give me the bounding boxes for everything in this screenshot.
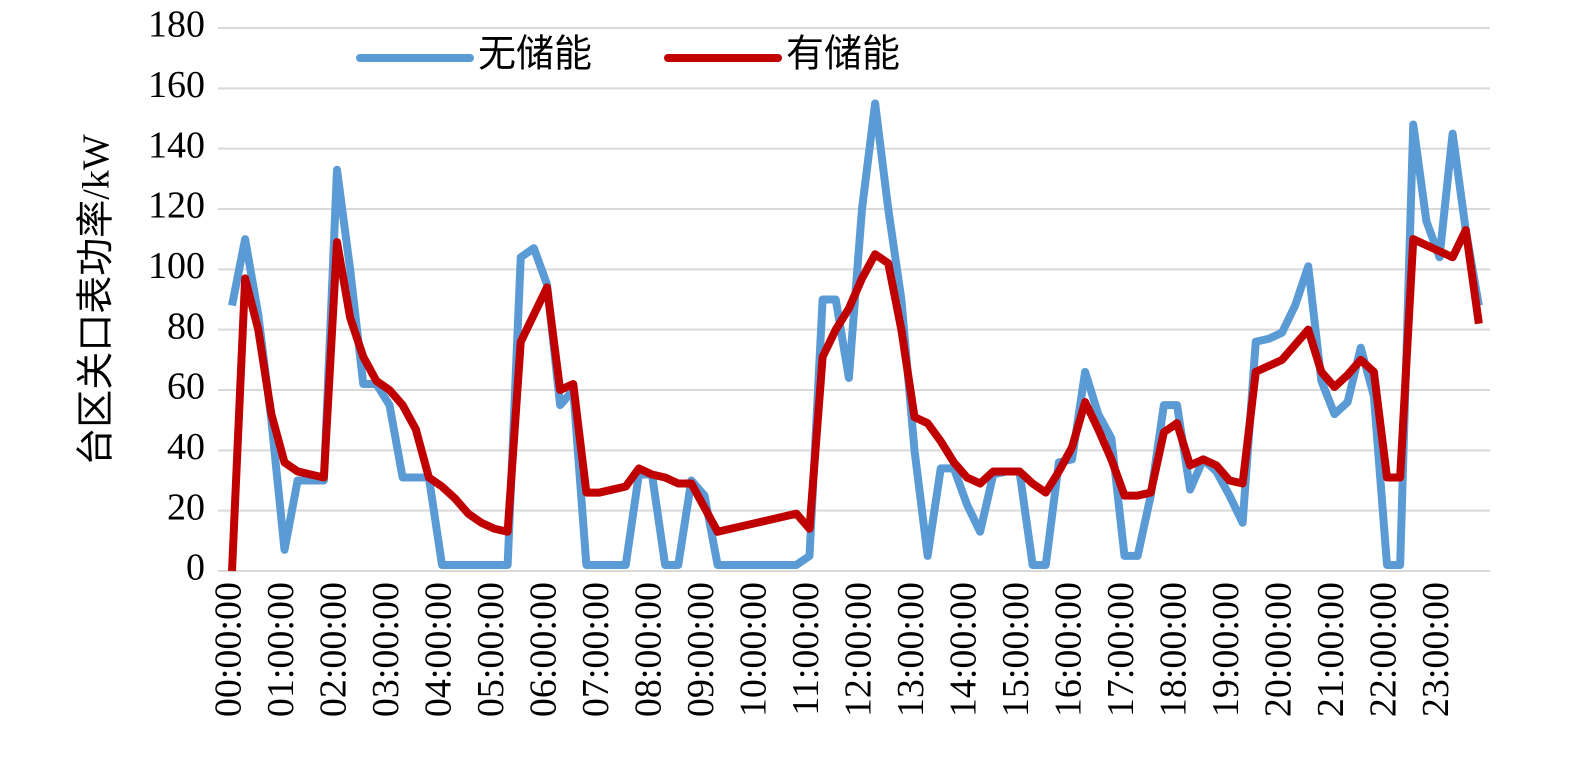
x-tick-label: 12:00:00 — [838, 582, 880, 717]
y-tick-label: 20 — [167, 486, 205, 528]
x-tick-label: 07:00:00 — [575, 582, 617, 717]
legend-label: 有储能 — [786, 34, 900, 76]
y-tick-label: 100 — [148, 245, 205, 287]
x-tick-label: 11:00:00 — [785, 582, 827, 716]
x-tick-label: 17:00:00 — [1100, 582, 1142, 717]
series-line — [228, 226, 1483, 572]
y-tick-label: 180 — [148, 4, 205, 46]
y-tick-label: 140 — [148, 124, 205, 166]
x-tick-label: 06:00:00 — [523, 582, 565, 717]
x-tick-label: 23:00:00 — [1415, 582, 1457, 717]
x-tick-label: 04:00:00 — [418, 582, 460, 717]
x-tick-label: 10:00:00 — [733, 582, 775, 717]
x-tick-label: 13:00:00 — [890, 582, 932, 717]
y-tick-label: 80 — [167, 305, 205, 347]
x-tick-label: 15:00:00 — [995, 582, 1037, 717]
x-tick-label: 08:00:00 — [628, 582, 670, 717]
x-tick-label: 21:00:00 — [1310, 582, 1352, 717]
y-tick-label: 40 — [167, 426, 205, 468]
y-tick-label: 120 — [148, 185, 205, 227]
y-tick-label: 0 — [186, 547, 205, 589]
x-tick-label: 20:00:00 — [1258, 582, 1300, 717]
x-tick-label: 16:00:00 — [1048, 582, 1090, 717]
x-tick-label: 19:00:00 — [1205, 582, 1247, 717]
x-tick-label: 03:00:00 — [365, 582, 407, 717]
series-line — [228, 99, 1483, 569]
x-tick-label: 18:00:00 — [1153, 582, 1195, 717]
x-tick-label: 02:00:00 — [313, 582, 355, 717]
y-axis-label: 台区关口表功率/kW — [76, 134, 118, 466]
x-tick-label: 00:00:00 — [208, 582, 250, 717]
x-tick-label: 14:00:00 — [943, 582, 985, 717]
x-tick-label: 05:00:00 — [470, 582, 512, 717]
x-tick-label: 09:00:00 — [680, 582, 722, 717]
x-tick-label: 01:00:00 — [260, 582, 302, 717]
y-tick-label: 160 — [148, 64, 205, 106]
x-tick-label: 22:00:00 — [1363, 582, 1405, 717]
y-tick-label: 60 — [167, 366, 205, 408]
legend-label: 无储能 — [478, 34, 592, 76]
